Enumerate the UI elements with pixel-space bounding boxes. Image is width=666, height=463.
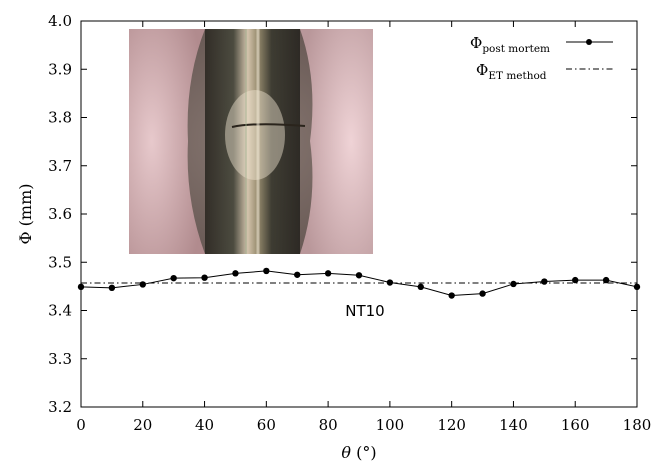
data-point-post-mortem [232,270,238,276]
x-tick-label: 40 [195,416,214,434]
annotation-label: NT10 [345,302,384,320]
y-axis-label: Φ (mm) [16,183,35,244]
x-tick-label: 60 [257,416,276,434]
data-point-post-mortem [387,279,393,285]
y-tick-label: 3.6 [48,205,72,223]
legend-marker-post-mortem [586,39,592,45]
data-point-post-mortem [201,274,207,280]
y-tick-label: 3.4 [48,302,72,320]
data-point-post-mortem [603,277,609,283]
x-axis-label: θ (°) [341,443,376,462]
svg-text:ΦET method: ΦET method [476,61,547,82]
data-point-post-mortem [170,275,176,281]
legend-entry-et-method: ΦET method [476,61,613,82]
legend: Φpost mortem ΦET method [470,34,613,82]
x-tick-label: 180 [623,416,652,434]
x-tick-label: 0 [76,416,86,434]
inset-specimen-photo [129,29,373,254]
data-point-post-mortem [140,281,146,287]
data-point-post-mortem [510,281,516,287]
y-tick-label: 3.9 [48,60,72,78]
data-point-post-mortem [541,278,547,284]
data-point-post-mortem [634,284,640,290]
y-tick-label: 3.2 [48,398,72,416]
svg-text:Φpost mortem: Φpost mortem [470,34,550,55]
x-tick-label: 140 [499,416,528,434]
y-tick-label: 3.5 [48,253,72,271]
data-point-post-mortem [325,270,331,276]
x-tick-label: 120 [437,416,466,434]
x-tick-label: 20 [133,416,152,434]
data-point-post-mortem [572,277,578,283]
x-tick-label: 100 [376,416,405,434]
data-point-post-mortem [479,290,485,296]
y-tick-label: 3.3 [48,350,72,368]
data-point-post-mortem [263,268,269,274]
data-point-post-mortem [356,272,362,278]
x-tick-label: 80 [319,416,338,434]
data-point-post-mortem [418,284,424,290]
data-point-post-mortem [448,292,454,298]
data-point-post-mortem [294,272,300,278]
y-tick-label: 4.0 [48,12,72,30]
data-point-post-mortem [109,285,115,291]
legend-entry-post-mortem: Φpost mortem [470,34,613,55]
legend-label-post-mortem: Φ [470,34,482,52]
data-point-post-mortem [78,284,84,290]
y-tick-label: 3.7 [48,157,72,175]
x-tick-label: 160 [561,416,590,434]
y-tick-label: 3.8 [48,109,72,127]
legend-label-et-method: Φ [476,61,488,79]
